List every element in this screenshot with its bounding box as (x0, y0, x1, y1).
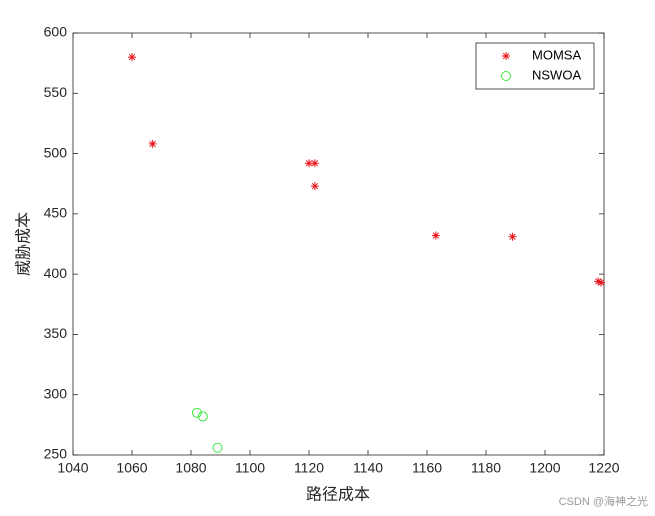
point (508, 232, 517, 241)
x-tick-label: 1220 (588, 460, 619, 476)
y-tick-label: 400 (44, 265, 68, 281)
y-tick-label: 600 (44, 24, 68, 40)
point (310, 159, 319, 168)
y-tick-label: 550 (44, 84, 68, 100)
x-tick-label: 1080 (175, 460, 206, 476)
x-tick-label: 1160 (412, 460, 442, 476)
point (197, 411, 208, 422)
legend-label: NSWOA (532, 67, 581, 82)
x-tick-label: 1140 (353, 460, 383, 476)
x-tick-label: 1120 (294, 460, 324, 476)
plot-area (72, 32, 605, 456)
y-axis-title: 威胁成本 (14, 212, 33, 276)
point (597, 278, 606, 287)
x-tick-label: 1200 (529, 460, 560, 476)
x-tick-label: 1100 (235, 460, 265, 476)
point (594, 277, 603, 286)
y-tick-label: 350 (44, 325, 68, 341)
y-tick-label: 300 (44, 385, 68, 401)
legend-label: MOMSA (532, 47, 581, 62)
x-axis-title: 路径成本 (306, 485, 370, 504)
x-tick-label: 1060 (116, 460, 147, 476)
point (148, 139, 157, 148)
point (128, 53, 136, 62)
y-tick-label: 250 (44, 446, 68, 462)
point (431, 231, 440, 240)
point (310, 182, 319, 191)
watermark: CSDN @海神之光 (559, 494, 648, 508)
point (212, 442, 223, 453)
x-tick-label: 1040 (57, 460, 88, 476)
legend-box (475, 42, 595, 90)
legend-marker (502, 52, 510, 60)
legend-marker (501, 71, 511, 81)
point (305, 159, 313, 168)
y-tick-label: 450 (44, 205, 68, 221)
y-tick-label: 500 (44, 144, 68, 160)
point (191, 407, 202, 418)
x-tick-label: 1180 (471, 460, 501, 476)
